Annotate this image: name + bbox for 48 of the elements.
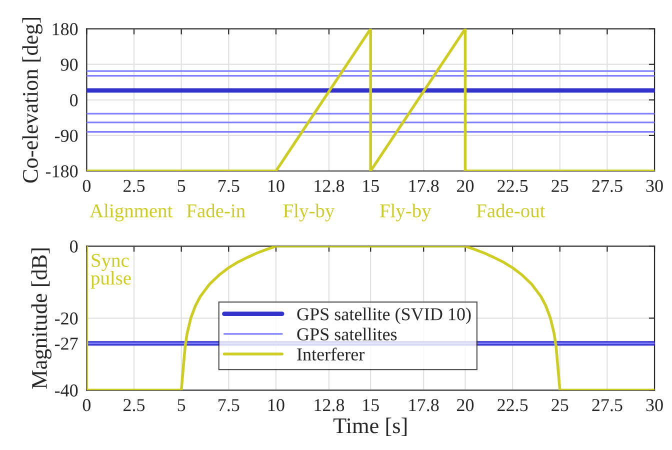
x-tick-label: 22.5 xyxy=(498,180,528,192)
x-axis-title: Time [s] xyxy=(333,418,407,436)
x-tick-label: 12.8 xyxy=(314,180,344,192)
x-tick-label: 2.5 xyxy=(124,180,145,192)
y-axis-title: Magnitude [dB] xyxy=(31,248,52,389)
x-tick-label: 17.8 xyxy=(409,180,439,192)
x-tick-label: 5 xyxy=(178,180,186,192)
text: Alignment xyxy=(90,204,173,222)
x-tick-label: 2.5 xyxy=(124,399,145,412)
y-tick-label: -40 xyxy=(54,384,78,397)
y-axis-title: Co-elevation [deg] xyxy=(22,18,42,183)
x-tick-label: 25 xyxy=(552,180,568,192)
x-tick-label: 15 xyxy=(363,399,379,412)
text: Fly-by xyxy=(380,204,432,222)
x-tick-label: 30 xyxy=(646,180,663,192)
legend-label: GPS satellites xyxy=(297,328,397,340)
x-tick-label: 12.8 xyxy=(314,399,344,412)
x-tick-label: 20 xyxy=(457,399,474,412)
y-tick-label: -27 xyxy=(54,338,78,350)
annotation: Sync pulse xyxy=(90,254,131,289)
text: Fade-out xyxy=(476,204,546,218)
y-tick-label: -20 xyxy=(54,312,78,325)
x-tick-label: 25 xyxy=(552,399,568,412)
x-tick-label: 0 xyxy=(82,180,91,192)
x-tick-label: 10 xyxy=(268,399,284,412)
y-tick-label: 180 xyxy=(52,23,78,36)
y-tick-label: 90 xyxy=(60,58,78,71)
x-tick-label: 5 xyxy=(178,399,186,412)
x-tick-label: 27.5 xyxy=(592,180,622,192)
x-tick-label: 22.5 xyxy=(498,399,528,412)
x-tick-label: 27.5 xyxy=(592,399,622,412)
x-tick-label: 20 xyxy=(457,180,474,192)
x-tick-label: 0 xyxy=(82,399,91,412)
x-tick-label: 10 xyxy=(268,180,284,192)
y-tick-label: -180 xyxy=(46,165,78,178)
text: Fade-in xyxy=(186,204,246,218)
legend-label: Interferer xyxy=(297,348,364,361)
line-series xyxy=(86,246,655,390)
x-tick-label: 7.5 xyxy=(218,399,240,412)
x-tick-label: 15 xyxy=(363,180,379,192)
legend-label: GPS satellite (SVID 10) xyxy=(297,308,471,324)
x-tick-label: 30 xyxy=(646,399,663,412)
x-tick-label: 17.8 xyxy=(409,399,439,412)
y-tick-label: -90 xyxy=(54,130,78,142)
y-tick-label: 0 xyxy=(70,94,78,106)
y-tick-label: 0 xyxy=(70,240,78,253)
x-tick-label: 7.5 xyxy=(218,180,240,192)
text: Fly-by xyxy=(283,204,335,222)
